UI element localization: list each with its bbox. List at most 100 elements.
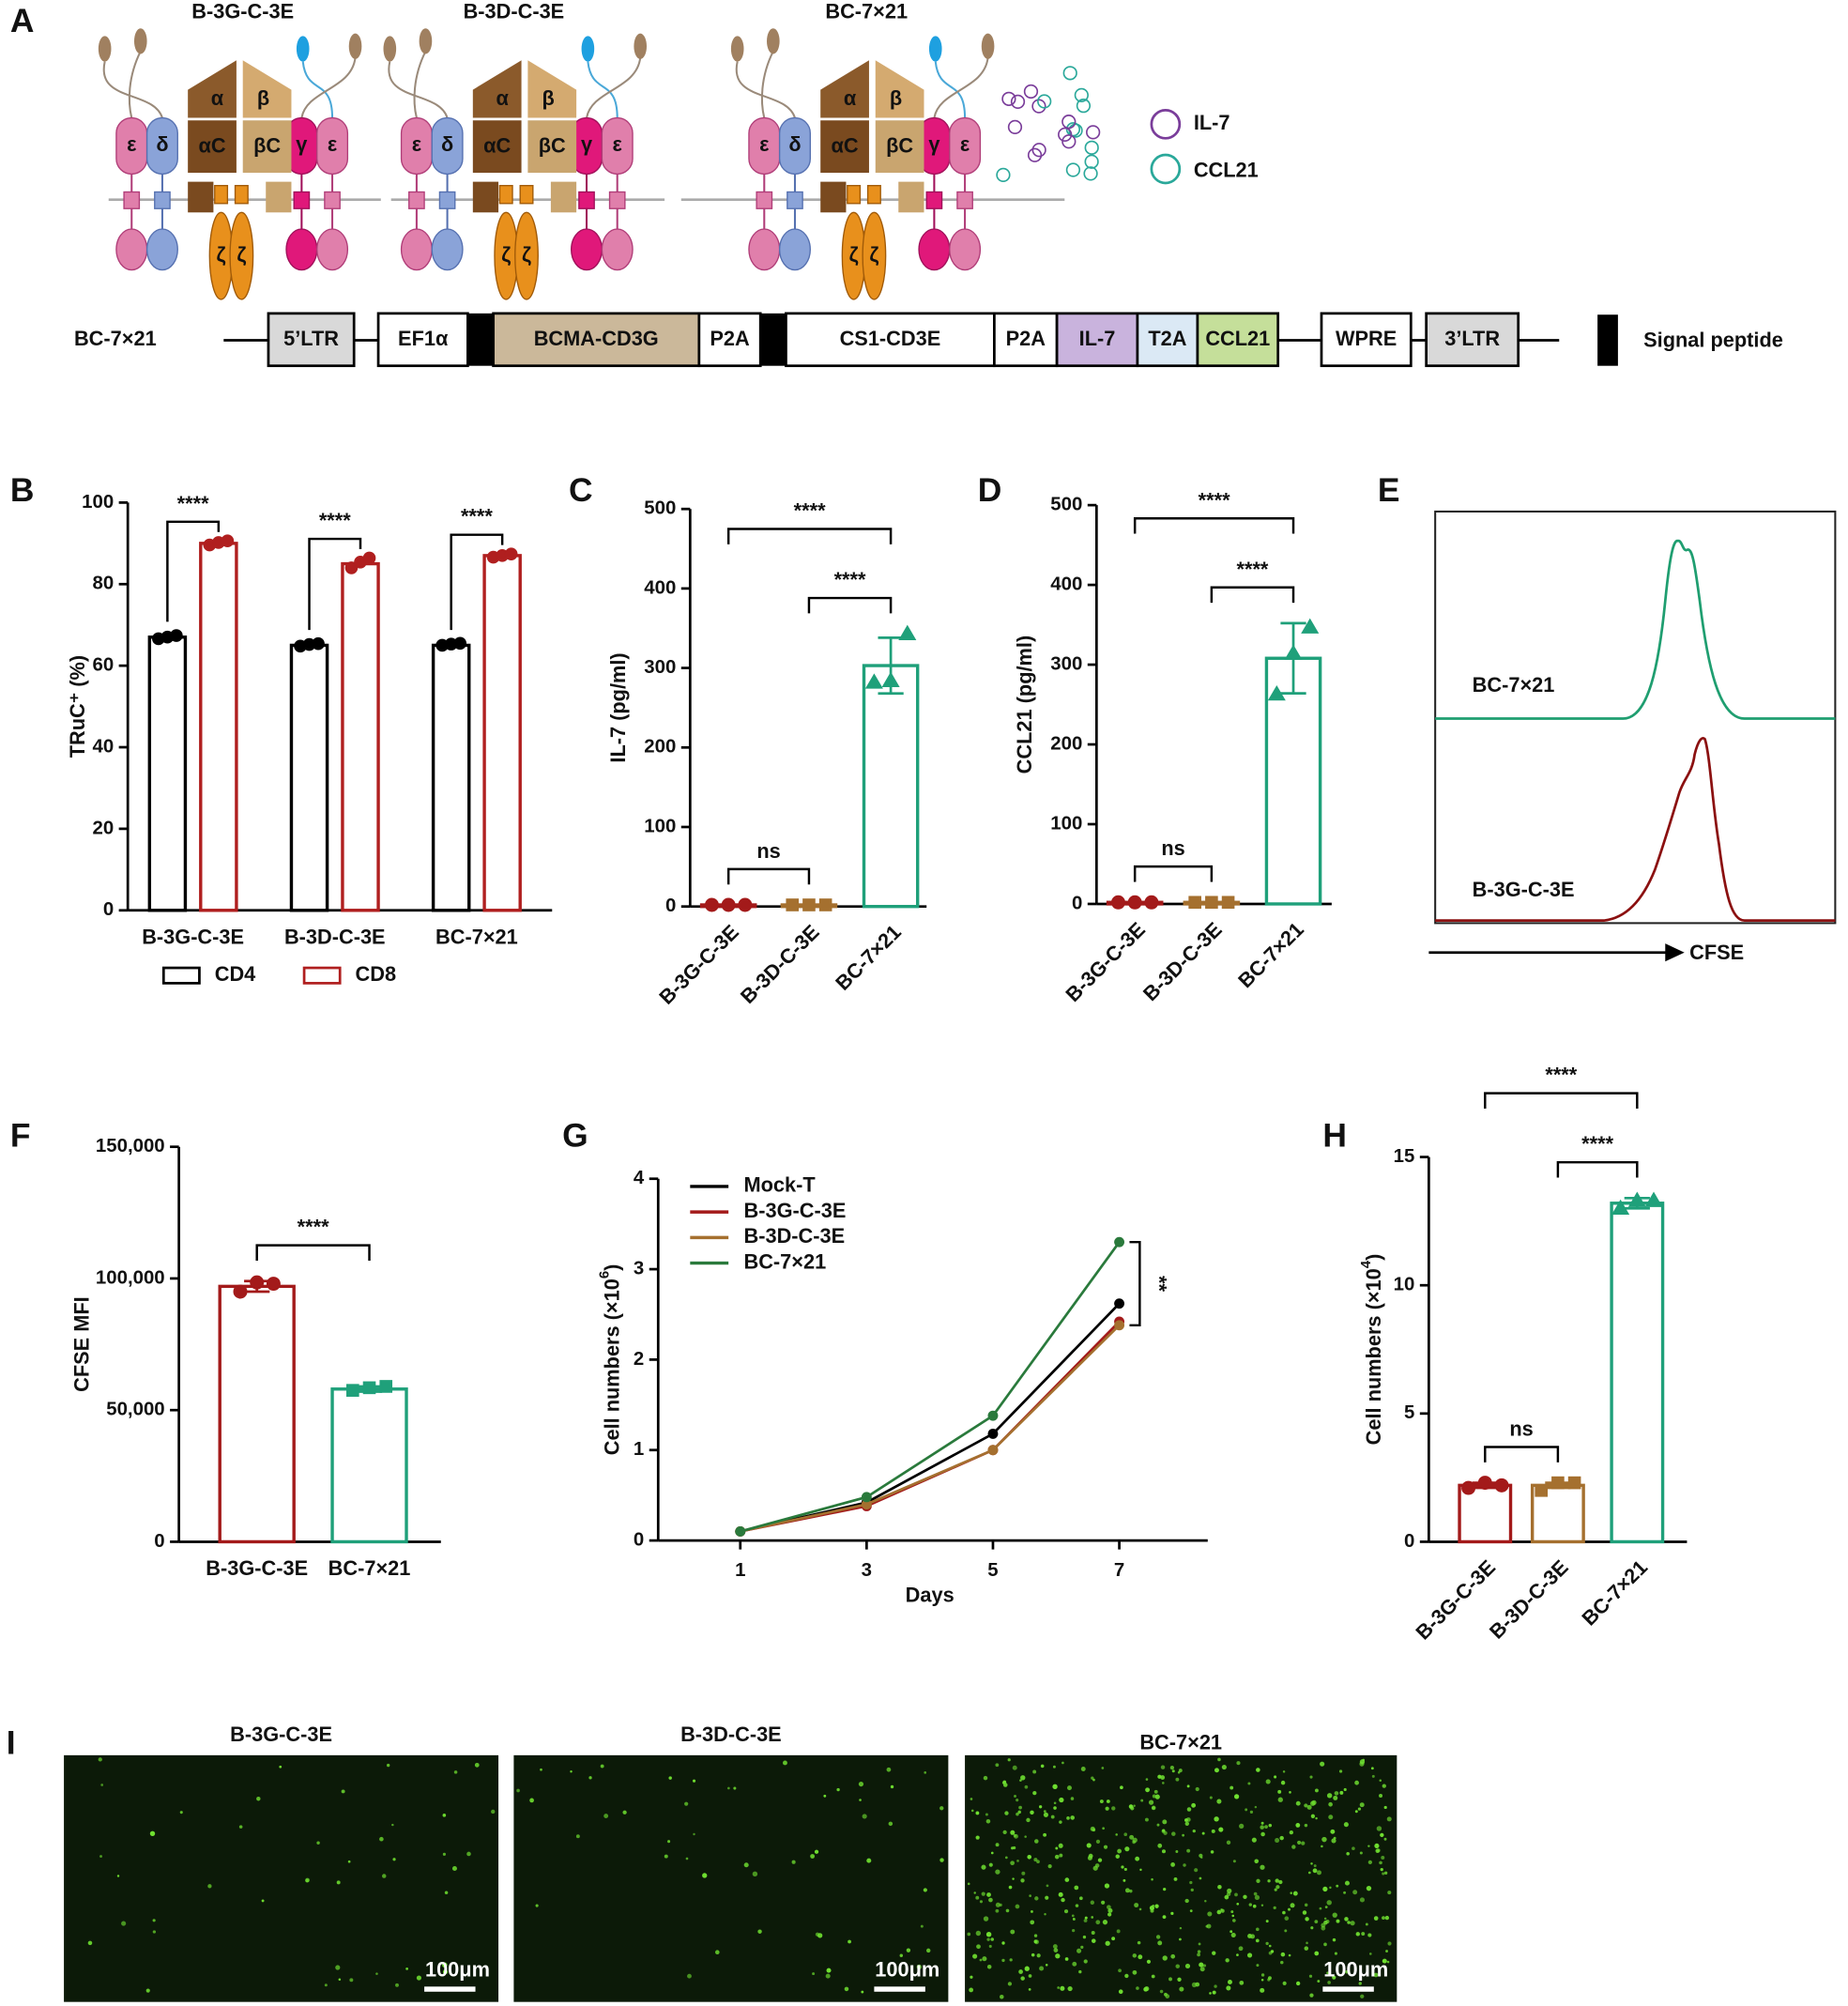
legend-label: IL-7 bbox=[1194, 111, 1230, 134]
cell-dot bbox=[1178, 1769, 1183, 1772]
cell-dot bbox=[1350, 1921, 1355, 1926]
cell-dot bbox=[985, 1931, 992, 1937]
cell-dot bbox=[1226, 1985, 1231, 1991]
cell-dot bbox=[1138, 1954, 1143, 1960]
cell-dot bbox=[1002, 1780, 1007, 1784]
cell-dot bbox=[1256, 1878, 1260, 1883]
cell-dot bbox=[1232, 1919, 1236, 1922]
cell-dot bbox=[1195, 1982, 1200, 1987]
vector-element-label: WPRE bbox=[1336, 327, 1397, 350]
data-point bbox=[1221, 896, 1235, 910]
alpha-c-domain bbox=[472, 120, 522, 174]
significance-bracket bbox=[726, 528, 893, 544]
cell-dot bbox=[1124, 1973, 1129, 1979]
cell-dot bbox=[1020, 1775, 1026, 1781]
cell-dot bbox=[1137, 1940, 1141, 1945]
scfv-linker bbox=[301, 61, 334, 118]
cell-dot bbox=[1382, 1872, 1385, 1876]
cell-dot bbox=[1246, 1952, 1253, 1958]
chain-domain bbox=[431, 116, 464, 176]
y-tick-label: 0 bbox=[103, 899, 114, 920]
cell-dot bbox=[1190, 1888, 1194, 1892]
cell-dot bbox=[1156, 1823, 1160, 1827]
alpha-domain bbox=[188, 60, 237, 118]
cell-dot bbox=[975, 1811, 980, 1815]
cell-dot bbox=[1260, 1864, 1265, 1870]
cell-dot bbox=[1280, 1952, 1286, 1957]
cell-dot bbox=[1018, 1805, 1022, 1810]
cell-dot bbox=[1162, 1915, 1167, 1920]
scfv bbox=[419, 28, 433, 54]
cell-dot bbox=[1197, 1950, 1201, 1953]
cell-dot bbox=[1179, 1937, 1182, 1941]
transmembrane bbox=[956, 191, 973, 209]
cell-dot bbox=[1310, 1926, 1314, 1930]
data-point bbox=[1188, 896, 1201, 910]
cell-dot bbox=[1214, 1984, 1217, 1988]
x-tick-label: B-3G-C-3E bbox=[142, 925, 244, 948]
chain-domain bbox=[145, 116, 178, 176]
intracellular bbox=[285, 228, 318, 271]
cell-dot bbox=[335, 1965, 341, 1970]
cell-dot bbox=[1236, 1953, 1239, 1956]
construct-title: B-3D-C-3E bbox=[464, 0, 565, 23]
cell-dot bbox=[986, 1892, 991, 1897]
cell-dot bbox=[1254, 1894, 1260, 1901]
scfv-linker bbox=[128, 51, 142, 118]
panel-label: G bbox=[562, 1117, 588, 1155]
cell-dot bbox=[1344, 1880, 1350, 1886]
beta-domain bbox=[875, 60, 924, 118]
y-tick-label: 60 bbox=[92, 655, 114, 676]
beta-c-domain bbox=[242, 120, 292, 174]
y-tick-label: 10 bbox=[1394, 1275, 1415, 1295]
micrograph-title: B-3G-C-3E bbox=[230, 1723, 332, 1746]
intracellular bbox=[949, 228, 982, 271]
significance-label: **** bbox=[298, 1216, 329, 1239]
cell-dot bbox=[981, 1864, 986, 1870]
cell-dot bbox=[1260, 1825, 1264, 1830]
legend-label: CCL21 bbox=[1194, 158, 1259, 181]
cell-dot bbox=[1214, 1768, 1219, 1773]
cell-dot bbox=[923, 1888, 927, 1892]
cell-dot bbox=[983, 1775, 988, 1781]
cell-dot bbox=[1231, 1914, 1235, 1918]
chain-label: βC bbox=[253, 134, 281, 158]
cell-dot bbox=[1059, 1820, 1062, 1824]
y-tick-label: 0 bbox=[1404, 1531, 1414, 1552]
cell-dot bbox=[1162, 1955, 1168, 1961]
cell-dot bbox=[1154, 1904, 1159, 1908]
cell-dot bbox=[1115, 1854, 1120, 1859]
cell-dot bbox=[1185, 1817, 1191, 1822]
legend-label: CD4 bbox=[215, 962, 256, 986]
cell-dot bbox=[1107, 1907, 1113, 1913]
cell-dot bbox=[1004, 1856, 1008, 1860]
data-point bbox=[1644, 1191, 1663, 1207]
y-tick-label: 80 bbox=[92, 574, 114, 594]
cell-dot bbox=[1236, 1761, 1241, 1766]
cell-dot bbox=[116, 1875, 120, 1877]
beta-domain bbox=[527, 60, 577, 118]
panel-label: E bbox=[1378, 471, 1400, 509]
cell-dot bbox=[1326, 1793, 1333, 1799]
cell-dot bbox=[1384, 1915, 1390, 1921]
alpha-tm bbox=[188, 181, 214, 213]
cell-dot bbox=[1367, 1860, 1372, 1865]
cell-dot bbox=[1032, 1769, 1037, 1774]
cell-dot bbox=[826, 1968, 832, 1973]
cell-dot bbox=[791, 1860, 796, 1864]
cell-dot bbox=[1070, 1797, 1075, 1800]
zeta-tm bbox=[847, 185, 862, 205]
significance-bracket bbox=[1210, 586, 1295, 604]
data-point bbox=[221, 534, 235, 548]
cell-dot bbox=[1001, 1941, 1005, 1945]
cell-dot bbox=[1236, 1902, 1240, 1906]
cell-dot bbox=[466, 1851, 471, 1857]
cell-dot bbox=[664, 1854, 668, 1859]
cell-dot bbox=[1267, 1978, 1271, 1982]
scale-bar bbox=[874, 1986, 925, 1992]
cell-dot bbox=[1078, 1969, 1082, 1974]
significance-label: **** bbox=[1581, 1132, 1613, 1156]
cell-dot bbox=[338, 1978, 342, 1981]
data-point bbox=[721, 897, 736, 912]
cell-dot bbox=[1379, 1794, 1383, 1799]
